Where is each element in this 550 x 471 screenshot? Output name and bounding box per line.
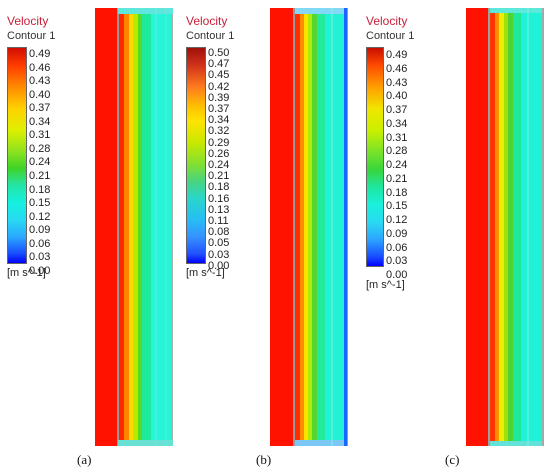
legend-c-tick: 0.21 xyxy=(386,172,408,185)
legend-b-tick: 0.16 xyxy=(208,192,230,205)
legend-b-tick: 0.29 xyxy=(208,136,230,149)
legend-b-unit: [m s^-1] xyxy=(186,267,225,279)
legend-a-tick: 0.24 xyxy=(29,156,51,169)
panel-label-c: (c) xyxy=(445,452,460,467)
legend-c-tick: 0.40 xyxy=(386,90,408,103)
legend-a-tick: 0.15 xyxy=(29,197,51,210)
legend-c-unit: [m s^-1] xyxy=(366,279,405,291)
legend-b-tick: 0.18 xyxy=(208,181,230,194)
legend-c-tick: 0.43 xyxy=(386,76,408,89)
panel-label-a: (a) xyxy=(77,452,92,467)
legend-b-tick: 0.26 xyxy=(208,147,230,160)
legend-a-tick: 0.34 xyxy=(29,115,51,128)
panel-label-b: (b) xyxy=(256,452,272,467)
contour-plot-a xyxy=(95,8,173,446)
legend-c-title: Velocity xyxy=(366,14,408,28)
contour-plot-c xyxy=(466,8,544,446)
legend-b-subtitle: Contour 1 xyxy=(186,30,235,42)
legend-b-tick: 0.11 xyxy=(208,215,229,227)
legend-b-tick: 0.42 xyxy=(208,80,230,93)
legend-c-tick: 0.00 xyxy=(386,269,408,281)
legend-a-colorbar xyxy=(7,47,27,264)
legend-b-tick: 0.08 xyxy=(208,226,230,239)
legend-a-tick: 0.40 xyxy=(29,88,51,101)
legend-a-tick: 0.00 xyxy=(29,264,51,277)
legend-b-tick: 0.50 xyxy=(208,47,230,59)
legend-a-tick: 0.06 xyxy=(29,237,51,250)
legend-c-tick: 0.24 xyxy=(386,159,408,171)
legend-a-subtitle: Contour 1 xyxy=(7,30,56,42)
legend-a-unit: [m s^-1] xyxy=(7,267,46,279)
legend-c-tick: 0.46 xyxy=(386,62,408,75)
legend-a-tick: 0.18 xyxy=(29,183,51,196)
legend-c-tick: 0.37 xyxy=(386,104,408,116)
legend-c-tick: 0.09 xyxy=(386,227,408,240)
legend-b-tick: 0.05 xyxy=(208,237,230,250)
legend-a-tick: 0.31 xyxy=(29,129,51,142)
legend-c-tick: 0.03 xyxy=(386,255,408,268)
legend-c-subtitle: Contour 1 xyxy=(366,30,415,42)
legend-a-title: Velocity xyxy=(7,14,49,28)
legend-a-tick: 0.12 xyxy=(29,210,51,223)
legend-b-tick: 0.34 xyxy=(208,114,230,127)
legend-b-title: Velocity xyxy=(186,14,228,28)
contour-plot-b xyxy=(270,8,348,446)
legend-a-tick: 0.09 xyxy=(29,224,51,237)
legend-a-tick: 0.49 xyxy=(29,48,51,60)
legend-b-tick: 0.24 xyxy=(208,159,230,171)
legend-b-tick: 0.39 xyxy=(208,91,230,104)
legend-a-tick: 0.46 xyxy=(29,61,51,74)
legend-b-tick: 0.03 xyxy=(208,248,230,261)
legend-c-tick: 0.31 xyxy=(386,131,408,144)
legend-b-tick: 0.47 xyxy=(208,58,230,71)
legend-a-tick: 0.37 xyxy=(29,102,51,115)
legend-c-tick: 0.28 xyxy=(386,145,408,158)
legend-c-tick: 0.34 xyxy=(386,117,408,130)
legend-b-tick: 0.45 xyxy=(208,69,230,82)
legend-c-tick: 0.06 xyxy=(386,241,408,254)
legend-c-colorbar xyxy=(366,47,384,267)
legend-b-tick: 0.21 xyxy=(208,170,230,183)
legend-b-tick: 0.32 xyxy=(208,125,230,138)
legend-b-tick: 0.00 xyxy=(208,259,230,272)
legend-a-tick: 0.03 xyxy=(29,251,51,264)
legend-a-tick: 0.43 xyxy=(29,75,51,88)
legend-a-tick: 0.28 xyxy=(29,142,51,155)
legend-b-tick: 0.37 xyxy=(208,103,230,115)
legend-c-tick: 0.18 xyxy=(386,186,408,199)
legend-a-tick: 0.21 xyxy=(29,169,51,182)
legend-c-tick: 0.49 xyxy=(386,49,408,61)
legend-b-tick: 0.13 xyxy=(208,203,230,216)
legend-c-tick: 0.15 xyxy=(386,200,408,213)
legend-b-colorbar xyxy=(186,47,206,264)
legend-c-tick: 0.12 xyxy=(386,214,408,226)
